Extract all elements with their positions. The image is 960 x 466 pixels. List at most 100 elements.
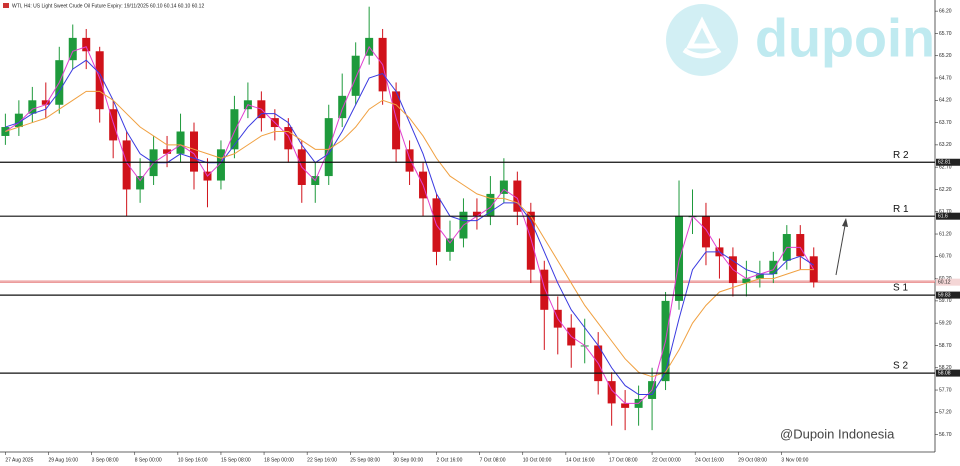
x-tick-label: 10 Oct 00:00 [523, 457, 552, 463]
arrow [835, 219, 847, 276]
candle-body [1, 127, 10, 136]
y-tick-label: 63.70 [939, 120, 952, 126]
x-tick-label: 25 Sep 08:00 [350, 457, 380, 463]
arrow-head [842, 218, 848, 227]
x-tick-label: 15 Sep 08:00 [221, 457, 251, 463]
candle-body [109, 109, 118, 141]
y-tick-label: 61.20 [939, 231, 952, 237]
y-tick-label: 61.70 [939, 209, 952, 215]
last-price-tag [936, 278, 960, 286]
x-tick-label: 27 Aug 2025 [5, 457, 33, 463]
candle-body [675, 216, 684, 301]
y-tick-label: 60.70 [939, 254, 952, 260]
y-tick-label: 57.20 [939, 410, 952, 416]
candle-body [796, 234, 805, 257]
candle-body [472, 211, 481, 217]
level-tag-label: 58.08 [938, 370, 951, 376]
candle-body [14, 113, 23, 128]
candle-body [28, 100, 37, 114]
candle-body [755, 274, 764, 279]
candle-body [122, 140, 131, 190]
x-tick-label: 17 Oct 08:00 [609, 457, 638, 463]
x-tick-label: 22 Oct 00:00 [652, 457, 681, 463]
symbol-icon [3, 3, 9, 8]
moving-average [5, 90, 814, 378]
y-tick-label: 56.70 [939, 432, 952, 438]
x-tick-label: 29 Aug 16:00 [49, 457, 79, 463]
x-tick-label: 30 Sep 00:00 [393, 457, 423, 463]
x-tick-label: 10 Sep 16:00 [178, 457, 208, 463]
last-price-band [0, 280, 935, 282]
y-tick-label: 58.70 [939, 343, 952, 349]
candle-body [176, 131, 185, 154]
x-tick-label: 22 Sep 16:00 [307, 457, 337, 463]
candle-body [392, 91, 401, 150]
y-tick-label: 59.20 [939, 321, 952, 327]
level-label: S 2 [893, 361, 908, 372]
level-tag [936, 291, 960, 299]
watermark-handle: @Dupoin Indonesia [780, 426, 895, 441]
watermark-brand: dupoin [755, 8, 935, 68]
y-tick-label: 65.70 [939, 31, 952, 37]
x-tick-label: 29 Oct 08:00 [738, 457, 767, 463]
x-tick-label: 2 Oct 16:00 [437, 457, 463, 463]
candle-body [499, 180, 508, 194]
plot: 66.20 65.70 65.20 64.70 64.20 63.70 63.20 62.70… [0, 6, 960, 463]
candle-body [405, 149, 414, 172]
candle-body [621, 403, 630, 408]
level-tag [936, 212, 960, 220]
candle-body [769, 260, 778, 275]
candle-body [338, 95, 347, 119]
candle-body [216, 149, 225, 181]
y-tick-label: 58.20 [939, 365, 952, 371]
x-tick-label: 14 Oct 16:00 [566, 457, 595, 463]
candle-body [526, 211, 535, 270]
candle-body [230, 109, 239, 150]
candle-body [540, 269, 549, 310]
candle-body [136, 176, 145, 190]
candle-body [486, 193, 495, 217]
level-tag-label: 61.6 [938, 214, 948, 220]
x-tick-label: 3 Nov 00:00 [781, 457, 808, 463]
y-tick-label: 66.20 [939, 8, 952, 14]
candle-body [607, 381, 616, 404]
x-tick-label: 8 Sep 00:00 [135, 457, 162, 463]
y-tick-label: 63.20 [939, 142, 952, 148]
x-tick-label: 24 Oct 16:00 [695, 457, 724, 463]
x-tick-label: 3 Sep 08:00 [92, 457, 119, 463]
y-tick-label: 62.20 [939, 187, 952, 193]
level-label: R 2 [893, 150, 909, 161]
candle-body [324, 118, 333, 177]
candle-body [445, 238, 454, 252]
symbol-info: WTI, H4: US Light Sweet Crude Oil Future… [12, 3, 204, 9]
level-tag-label: 59.83 [938, 292, 951, 298]
watermark-logo [666, 4, 738, 76]
candle-body [190, 131, 199, 172]
candle-body [513, 180, 522, 212]
candle-body [163, 149, 172, 154]
moving-average [5, 59, 815, 395]
moving-average [5, 45, 815, 404]
y-tick-label: 59.70 [939, 298, 952, 304]
candle-body [95, 51, 104, 110]
level-tag-label: 62.81 [938, 160, 951, 166]
x-tick-label: 7 Oct 08:00 [480, 457, 506, 463]
y-tick-label: 65.20 [939, 53, 952, 59]
y-tick-label: 62.70 [939, 164, 952, 170]
candle-body [742, 278, 751, 284]
candle-body [41, 100, 50, 105]
last-price-label: 60.12 [938, 279, 951, 285]
y-tick-label: 64.20 [939, 98, 952, 104]
candle-body [68, 37, 77, 61]
x-tick-label: 18 Sep 00:00 [264, 457, 294, 463]
level-tag [936, 369, 960, 377]
y-tick-label: 64.70 [939, 75, 952, 81]
candle-body [351, 55, 360, 96]
level-tag [936, 158, 960, 166]
y-tick-label: 57.70 [939, 387, 952, 393]
level-label: R 1 [893, 204, 909, 215]
candle-body [284, 127, 293, 150]
level-label: S 1 [893, 283, 908, 294]
